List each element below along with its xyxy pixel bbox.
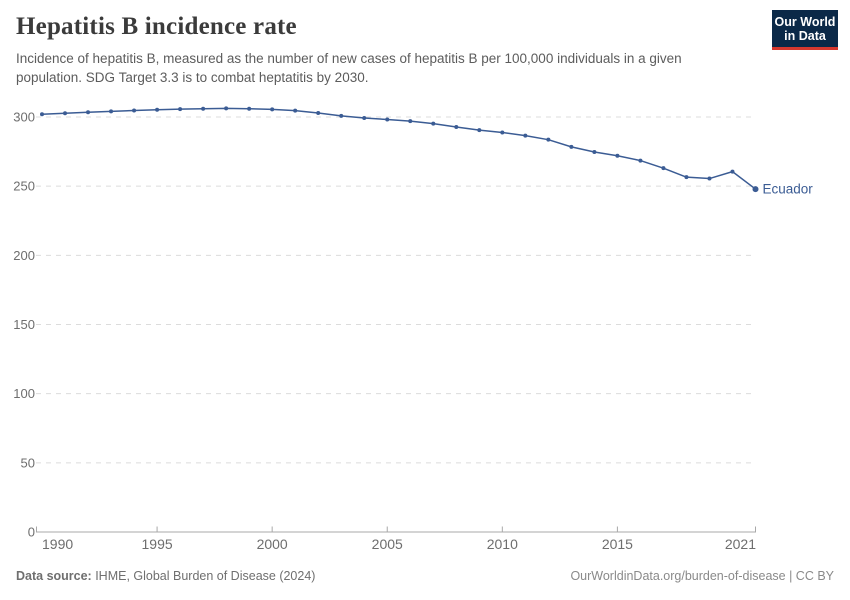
page-title: Hepatitis B incidence rate: [16, 13, 297, 40]
data-point-ecuador-1997[interactable]: [201, 106, 206, 111]
y-tick-label-300: 300: [13, 110, 35, 125]
data-point-ecuador-1998[interactable]: [224, 106, 229, 111]
data-source: Data source: IHME, Global Burden of Dise…: [16, 569, 315, 583]
data-point-ecuador-1994[interactable]: [132, 108, 137, 113]
data-point-ecuador-2021[interactable]: [752, 186, 759, 193]
data-point-ecuador-2020[interactable]: [730, 169, 735, 174]
data-point-ecuador-2015[interactable]: [615, 153, 620, 158]
x-tick-label-2000: 2000: [257, 536, 288, 552]
y-tick-label-0: 0: [28, 525, 35, 540]
y-tick-label-100: 100: [13, 386, 35, 401]
data-point-ecuador-2008[interactable]: [454, 124, 459, 129]
data-point-ecuador-2012[interactable]: [546, 137, 551, 142]
data-source-label: Data source:: [16, 569, 92, 583]
data-point-ecuador-2014[interactable]: [592, 149, 597, 154]
chart-subtitle: Incidence of hepatitis B, measured as th…: [16, 51, 682, 85]
data-point-ecuador-1993[interactable]: [109, 109, 114, 114]
data-point-ecuador-2013[interactable]: [569, 144, 574, 149]
owid-logo-line1: Our World: [774, 14, 836, 29]
data-point-ecuador-2002[interactable]: [316, 110, 321, 115]
data-point-ecuador-2003[interactable]: [339, 113, 344, 118]
data-point-ecuador-2017[interactable]: [661, 166, 666, 171]
x-tick-label-2015: 2015: [602, 536, 633, 552]
x-tick-label-2021: 2021: [725, 536, 756, 552]
data-point-ecuador-2019[interactable]: [707, 176, 712, 181]
y-tick-label-250: 250: [13, 179, 35, 194]
data-point-ecuador-1996[interactable]: [178, 107, 183, 112]
data-point-ecuador-2000[interactable]: [270, 107, 275, 112]
data-point-ecuador-2001[interactable]: [293, 108, 298, 113]
x-tick-label-1995: 1995: [142, 536, 173, 552]
y-tick-label-200: 200: [13, 248, 35, 263]
data-point-ecuador-2011[interactable]: [523, 133, 528, 138]
series-label-ecuador[interactable]: Ecuador: [763, 182, 814, 197]
footer-license-link[interactable]: OurWorldinData.org/burden-of-disease | C…: [570, 569, 834, 583]
data-point-ecuador-1991[interactable]: [63, 111, 68, 116]
data-point-ecuador-2007[interactable]: [431, 121, 436, 126]
data-point-ecuador-2018[interactable]: [684, 175, 689, 180]
x-tick-label-2005: 2005: [372, 536, 403, 552]
data-point-ecuador-2006[interactable]: [408, 119, 413, 124]
data-point-ecuador-2016[interactable]: [638, 158, 643, 163]
y-tick-label-50: 50: [21, 455, 35, 470]
x-tick-label-2010: 2010: [487, 536, 518, 552]
owid-logo[interactable]: Our World in Data: [772, 10, 838, 50]
series-line-ecuador[interactable]: [41, 107, 757, 190]
data-point-ecuador-1999[interactable]: [247, 106, 252, 111]
data-point-ecuador-1990[interactable]: [40, 112, 44, 117]
data-point-ecuador-2004[interactable]: [362, 115, 367, 120]
x-tick-label-1990: 1990: [42, 536, 73, 552]
y-tick-label-150: 150: [13, 317, 35, 332]
owid-logo-line2: in Data: [784, 28, 826, 43]
data-point-ecuador-1995[interactable]: [155, 107, 160, 112]
data-point-ecuador-2005[interactable]: [385, 117, 390, 122]
data-point-ecuador-2010[interactable]: [500, 130, 505, 135]
data-point-ecuador-1992[interactable]: [86, 110, 91, 115]
data-source-text: IHME, Global Burden of Disease (2024): [91, 569, 316, 583]
data-point-ecuador-2009[interactable]: [477, 128, 482, 133]
